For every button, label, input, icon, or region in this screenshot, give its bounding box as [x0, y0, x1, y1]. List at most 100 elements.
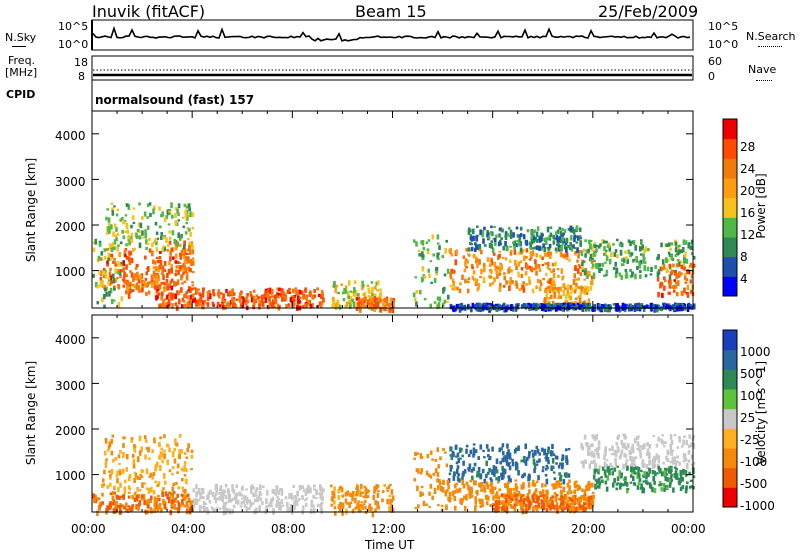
heatmap-cell	[367, 299, 371, 304]
heatmap-cell	[562, 479, 566, 485]
heatmap-cell	[453, 285, 457, 291]
heatmap-cell	[188, 506, 192, 511]
heatmap-cell	[627, 305, 631, 309]
heatmap-cell	[535, 495, 538, 500]
heatmap-cell	[560, 268, 564, 274]
heatmap-cell	[692, 255, 696, 260]
heatmap-cell	[254, 489, 258, 494]
heatmap-cell	[535, 231, 539, 237]
heatmap-cell	[258, 506, 261, 512]
heatmap-cell	[551, 495, 554, 499]
heatmap-cell	[95, 498, 99, 502]
heatmap-cell	[239, 505, 243, 508]
heatmap-cell	[361, 304, 364, 307]
heatmap-cell	[199, 293, 203, 299]
heatmap-cell	[319, 504, 323, 507]
heatmap-cell	[542, 502, 546, 509]
heatmap-cell	[565, 237, 569, 244]
heatmap-cell	[117, 244, 120, 247]
heatmap-cell	[500, 237, 503, 241]
heatmap-cell	[163, 434, 166, 439]
heatmap-cell	[656, 256, 659, 261]
heatmap-cell	[157, 269, 160, 273]
heatmap-cell	[510, 493, 513, 499]
heatmap-cell	[504, 502, 508, 507]
heatmap-cell	[267, 305, 270, 310]
heatmap-cell	[131, 215, 135, 220]
heatmap-cell	[346, 291, 350, 297]
heatmap-cell	[669, 443, 672, 449]
heatmap-cell	[583, 489, 587, 494]
heatmap-cell	[625, 482, 629, 487]
heatmap-cell	[174, 497, 178, 500]
heatmap-cell	[618, 455, 622, 460]
heatmap-cell	[569, 295, 572, 301]
heatmap-cell	[374, 508, 377, 513]
heatmap-cell	[366, 284, 370, 287]
heatmap-cell	[485, 501, 489, 506]
heatmap-cell	[628, 455, 632, 459]
heatmap-cell	[154, 237, 157, 243]
heatmap-cell	[545, 292, 549, 298]
heatmap-cell	[313, 488, 316, 491]
heatmap-cell	[180, 477, 184, 482]
heatmap-cell	[673, 434, 677, 437]
heatmap-cell	[241, 497, 244, 500]
heatmap-cell	[333, 500, 336, 505]
heatmap-cell	[470, 246, 474, 252]
heatmap-cell	[186, 253, 189, 256]
heatmap-cell	[103, 469, 106, 475]
heatmap-cell	[211, 301, 215, 305]
heatmap-cell	[171, 298, 174, 301]
heatmap-cell	[301, 295, 305, 300]
heatmap-cell	[529, 254, 533, 259]
heatmap-cell	[268, 287, 272, 294]
heatmap-cell	[548, 255, 552, 260]
heatmap-cell	[683, 275, 687, 281]
colorbar-segment	[723, 197, 737, 218]
nsky-label: N.Sky	[5, 31, 37, 44]
heatmap-cell	[238, 491, 242, 497]
heatmap-cell	[620, 439, 624, 445]
heatmap-cell	[667, 251, 671, 255]
heatmap-cell	[690, 442, 693, 448]
heatmap-cell	[161, 302, 165, 309]
heatmap-cell	[525, 303, 529, 307]
heatmap-cell	[437, 504, 440, 507]
heatmap-cell	[218, 304, 222, 308]
heatmap-cell	[660, 242, 663, 248]
heatmap-cell	[371, 295, 375, 299]
heatmap-cell	[551, 502, 554, 506]
heatmap-cell	[341, 511, 344, 516]
heatmap-cell	[669, 267, 672, 270]
heatmap-cell	[204, 502, 207, 506]
heatmap-cell	[520, 459, 523, 463]
heatmap-cell	[159, 465, 162, 472]
heatmap-cell	[593, 244, 597, 249]
nsearch-tick-bottom: 10^0	[708, 38, 739, 51]
heatmap-cell	[623, 452, 627, 458]
heatmap-cell	[337, 494, 341, 500]
heatmap-cell	[503, 468, 507, 475]
heatmap-cell	[463, 495, 466, 500]
heatmap-cell	[415, 301, 418, 307]
heatmap-cell	[490, 225, 493, 229]
heatmap-cell	[313, 294, 317, 298]
heatmap-cell	[673, 279, 677, 282]
heatmap-cell	[470, 242, 474, 246]
heatmap-cell	[536, 226, 540, 231]
heatmap-cell	[469, 449, 473, 455]
heatmap-cell	[512, 241, 515, 244]
heatmap-cell	[667, 467, 671, 472]
heatmap-cell	[145, 246, 148, 251]
heatmap-cell	[169, 509, 173, 516]
heatmap-cell	[138, 502, 141, 507]
heatmap-cell	[571, 505, 575, 511]
heatmap-cell	[227, 497, 231, 503]
heatmap-cell	[92, 247, 96, 253]
heatmap-cell	[265, 489, 269, 496]
heatmap-cell	[638, 246, 642, 252]
heatmap-cell	[338, 507, 342, 513]
heatmap-cell	[549, 294, 553, 299]
heatmap-cell	[167, 288, 170, 291]
